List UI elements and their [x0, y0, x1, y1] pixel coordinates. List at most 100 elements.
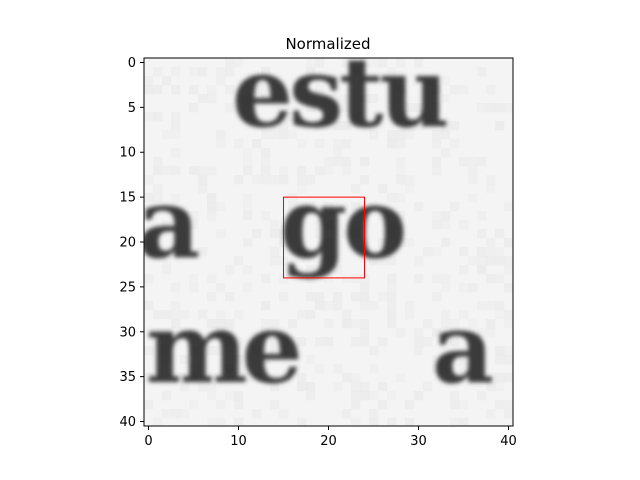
pixel-cell	[342, 274, 351, 283]
pixel-cell	[432, 355, 441, 364]
pixel-cell	[333, 94, 342, 103]
pixel-cell	[441, 211, 450, 220]
pixel-cell	[234, 391, 243, 400]
pixel-cell	[405, 130, 414, 139]
pixel-cell	[333, 157, 342, 166]
pixel-cell	[387, 67, 396, 76]
pixel-cell	[468, 166, 477, 175]
pixel-cell	[189, 283, 198, 292]
pixel-cell	[288, 193, 297, 202]
pixel-cell	[477, 391, 486, 400]
pixel-cell	[405, 301, 414, 310]
pixel-cell	[216, 229, 225, 238]
pixel-cell	[351, 391, 360, 400]
pixel-cell	[333, 364, 342, 373]
pixel-cell	[315, 139, 324, 148]
pixel-cell	[153, 328, 162, 337]
pixel-cell	[180, 409, 189, 418]
pixel-cell	[333, 301, 342, 310]
highlight-box	[283, 196, 365, 279]
pixel-cell	[486, 328, 495, 337]
pixel-cell	[477, 265, 486, 274]
pixel-cell	[315, 58, 324, 67]
pixel-cell	[252, 139, 261, 148]
y-tick-label: 5	[128, 101, 136, 116]
pixel-cell	[342, 319, 351, 328]
pixel-cell	[396, 85, 405, 94]
pixel-cell	[207, 166, 216, 175]
pixel-cell	[333, 139, 342, 148]
pixel-cell	[369, 202, 378, 211]
pixel-cell	[486, 319, 495, 328]
pixel-cell	[144, 373, 153, 382]
pixel-cell	[441, 220, 450, 229]
pixel-cell	[324, 247, 333, 256]
pixel-cell	[342, 310, 351, 319]
pixel-cell	[504, 346, 513, 355]
pixel-cell	[324, 319, 333, 328]
pixel-cell	[207, 193, 216, 202]
pixel-cell	[378, 337, 387, 346]
pixel-cell	[189, 400, 198, 409]
pixel-cell	[486, 238, 495, 247]
pixel-cell	[477, 328, 486, 337]
pixel-cell	[504, 409, 513, 418]
pixel-cell	[315, 229, 324, 238]
pixel-cell	[495, 256, 504, 265]
pixel-cell	[477, 247, 486, 256]
pixel-cell	[261, 319, 270, 328]
pixel-cell	[216, 319, 225, 328]
pixel-cell	[342, 166, 351, 175]
pixel-cell	[261, 76, 270, 85]
pixel-cell	[387, 292, 396, 301]
pixel-cell	[162, 346, 171, 355]
pixel-cell	[477, 157, 486, 166]
pixel-cell	[171, 310, 180, 319]
pixel-cell	[279, 337, 288, 346]
pixel-cell	[396, 139, 405, 148]
pixel-cell	[414, 328, 423, 337]
y-tick-label: 0	[128, 56, 136, 71]
pixel-cell	[144, 175, 153, 184]
pixel-cell	[234, 139, 243, 148]
pixel-cell	[207, 274, 216, 283]
pixel-cell	[495, 274, 504, 283]
pixel-cell	[270, 337, 279, 346]
pixel-cell	[459, 283, 468, 292]
pixel-cell	[207, 202, 216, 211]
pixel-cell	[495, 121, 504, 130]
y-tick-label: 35	[119, 370, 136, 385]
pixel-cell	[378, 292, 387, 301]
pixel-cell	[495, 373, 504, 382]
heatmap-image: estu a go me a	[144, 58, 513, 426]
pixel-cell	[198, 382, 207, 391]
pixel-cell	[504, 310, 513, 319]
pixel-cell	[279, 112, 288, 121]
pixel-cell	[243, 157, 252, 166]
pixel-cell	[279, 130, 288, 139]
pixel-cell	[324, 337, 333, 346]
pixel-cell	[198, 310, 207, 319]
pixel-cell	[225, 85, 234, 94]
pixel-cell	[261, 211, 270, 220]
pixel-cell	[387, 193, 396, 202]
pixel-cell	[414, 58, 423, 67]
pixel-cell	[396, 175, 405, 184]
pixel-cell	[198, 175, 207, 184]
pixel-cell	[189, 274, 198, 283]
pixel-cell	[351, 202, 360, 211]
pixel-cell	[486, 184, 495, 193]
pixel-cell	[351, 292, 360, 301]
pixel-cell	[171, 301, 180, 310]
pixel-cell	[369, 391, 378, 400]
pixel-cell	[261, 301, 270, 310]
pixel-cell	[504, 256, 513, 265]
pixel-cell	[315, 337, 324, 346]
pixel-cell	[270, 382, 279, 391]
pixel-cell	[225, 292, 234, 301]
y-tick-label: 30	[119, 325, 136, 340]
pixel-cell	[396, 157, 405, 166]
pixel-cell	[378, 238, 387, 247]
pixel-cell	[315, 292, 324, 301]
pixel-cell	[162, 355, 171, 364]
